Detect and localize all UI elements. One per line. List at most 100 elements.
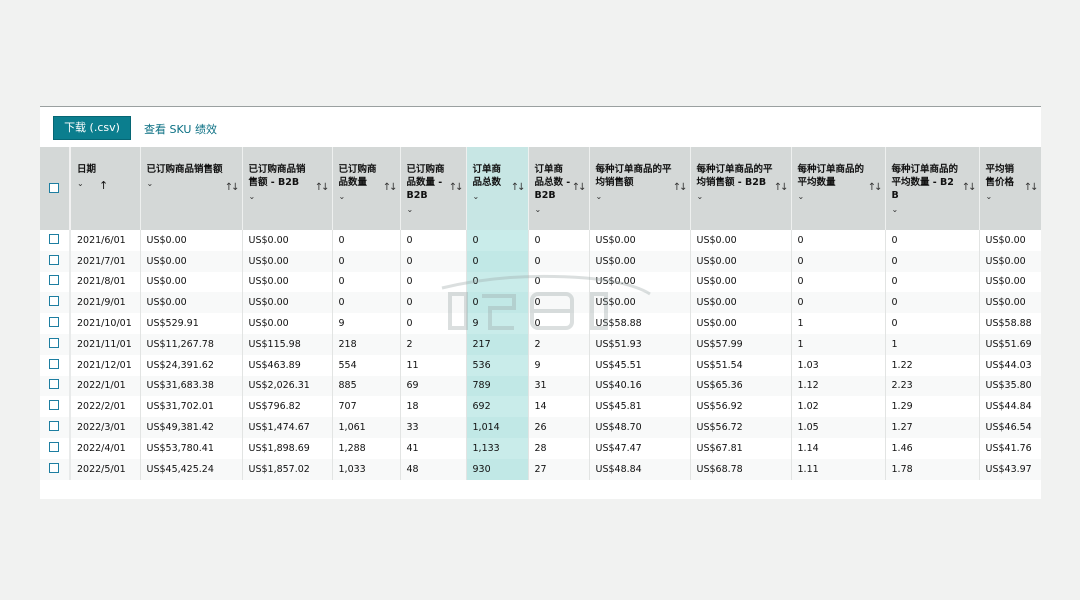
table-cell: 0 <box>791 271 886 293</box>
table-cell: US$0.00 <box>690 271 792 293</box>
table-cell: 2021/8/01 <box>69 271 141 293</box>
row-checkbox[interactable] <box>49 462 59 473</box>
column-header-avg-sales-per-order-item-b2b[interactable]: 每种订单商品的平均销售额 - B2B ⌄ ↑↓ <box>690 147 792 230</box>
table-cell: 0 <box>400 250 467 272</box>
view-sku-performance-link[interactable]: 查看 SKU 绩效 <box>144 123 217 136</box>
table-row[interactable]: 2021/7/01 US$0.00 US$0.00 0 0 0 0 US$0.00 US$0.0… <box>40 250 1041 272</box>
sort-ascending-icon[interactable]: ↑ <box>99 179 109 192</box>
sort-toggle-icon[interactable]: ↑↓ <box>867 182 883 193</box>
table-cell: 1,033 <box>332 458 401 480</box>
row-checkbox[interactable] <box>49 275 59 286</box>
table-row[interactable]: 2022/1/01 US$31,683.38 US$2,026.31 885 69 789… <box>40 375 1041 397</box>
row-checkbox[interactable] <box>49 400 59 411</box>
column-header-label: 日期 <box>77 164 97 175</box>
table-cell: 707 <box>332 396 401 418</box>
table-row[interactable]: 2022/5/01 US$45,425.24 US$1,857.02 1,033 48 9… <box>40 458 1041 480</box>
row-checkbox[interactable] <box>49 254 59 265</box>
table-cell: US$0.00 <box>140 271 243 293</box>
chevron-down-icon[interactable]: ⌄ <box>891 205 899 214</box>
table-cell: 1.78 <box>885 458 980 480</box>
table-cell: 2021/9/01 <box>69 292 141 314</box>
table-row[interactable]: 2021/8/01 US$0.00 US$0.00 0 0 0 0 US$0.00 US$0.0… <box>40 271 1041 293</box>
column-header-ordered-units[interactable]: 已订购商品数量 ⌄ ↑↓ <box>332 147 401 230</box>
table-cell: 2021/12/01 <box>69 354 141 376</box>
table-cell: US$0.00 <box>589 250 691 272</box>
table-cell: 31 <box>528 375 590 397</box>
column-header-ordered-sales-b2b[interactable]: 已订购商品销售额 - B2B ⌄ ↑↓ <box>242 147 333 230</box>
column-header-date[interactable]: 日期 ⌄ ↑ <box>69 147 141 230</box>
table-row[interactable]: 2021/6/01 US$0.00 US$0.00 0 0 0 0 US$0.00 US$0.0… <box>40 230 1041 251</box>
row-checkbox[interactable] <box>49 233 59 244</box>
table-row[interactable]: 2022/2/01 US$31,702.01 US$796.82 707 18 692 14… <box>40 396 1041 418</box>
column-header-ordered-units-b2b[interactable]: 已订购商品数量 - B2B ⌄ ↑↓ <box>400 147 467 230</box>
sort-toggle-icon[interactable]: ↑↓ <box>961 182 977 193</box>
row-checkbox[interactable] <box>49 441 59 452</box>
table-cell: 0 <box>332 271 401 293</box>
chevron-down-icon[interactable]: ⌄ <box>77 179 84 188</box>
chevron-down-icon[interactable]: ⌄ <box>472 192 480 201</box>
table-row[interactable]: 2022/4/01 US$53,780.41 US$1,898.69 1,288 41 1… <box>40 437 1041 459</box>
sort-toggle-icon[interactable]: ↑↓ <box>773 182 789 193</box>
chevron-down-icon[interactable]: ⌄ <box>248 192 256 201</box>
sort-toggle-icon[interactable]: ↑↓ <box>672 182 688 193</box>
row-checkbox[interactable] <box>49 317 59 328</box>
chevron-down-icon[interactable]: ⌄ <box>595 192 603 201</box>
table-cell: US$0.00 <box>979 230 1041 251</box>
row-checkbox[interactable] <box>49 358 59 369</box>
table-cell: 69 <box>400 375 467 397</box>
table-cell: US$45,425.24 <box>140 458 243 480</box>
download-csv-button[interactable]: 下载 (.csv) <box>53 116 131 140</box>
row-checkbox[interactable] <box>49 421 59 432</box>
row-checkbox-cell <box>40 396 70 418</box>
chevron-down-icon[interactable]: ⌄ <box>534 205 542 214</box>
table-cell: 1.14 <box>791 437 886 459</box>
table-cell: 0 <box>528 230 590 251</box>
column-header-avg-sales-per-order-item[interactable]: 每种订单商品的平均销售额 ⌄ ↑↓ <box>589 147 691 230</box>
column-header-avg-units-per-order-item[interactable]: 每种订单商品的平均数量 ⌄ ↑↓ <box>791 147 886 230</box>
table-cell: US$1,898.69 <box>242 437 333 459</box>
table-row[interactable]: 2021/11/01 US$11,267.78 US$115.98 218 2 217 2 U… <box>40 333 1041 355</box>
table-row[interactable]: 2021/12/01 US$24,391.62 US$463.89 554 11 536 9… <box>40 354 1041 376</box>
row-checkbox[interactable] <box>49 296 59 307</box>
column-header-avg-selling-price[interactable]: 平均销售价格 ⌄ ↑↓ <box>979 147 1041 230</box>
table-cell: US$45.51 <box>589 354 691 376</box>
sort-toggle-icon[interactable]: ↑↓ <box>314 182 330 193</box>
chevron-down-icon[interactable]: ⌄ <box>985 192 993 201</box>
table-cell: US$44.03 <box>979 354 1041 376</box>
select-all-checkbox[interactable] <box>49 183 59 193</box>
column-header-total-order-items[interactable]: 订单商品总数 ⌄ ↑↓ <box>466 147 529 230</box>
sort-toggle-icon[interactable]: ↑↓ <box>448 182 464 193</box>
table-row[interactable]: 2022/3/01 US$49,381.42 US$1,474.67 1,061 33 1… <box>40 417 1041 438</box>
chevron-down-icon[interactable]: ⌄ <box>338 192 346 201</box>
table-cell: 2021/6/01 <box>69 230 141 251</box>
chevron-down-icon[interactable]: ⌄ <box>146 179 154 188</box>
column-header-ordered-sales[interactable]: 已订购商品销售额 ⌄ ↑↓ <box>140 147 243 230</box>
table-cell: US$0.00 <box>690 292 792 314</box>
table-cell: 2 <box>400 333 467 355</box>
table-cell: 0 <box>791 250 886 272</box>
column-header-label: 已订购商品数量 <box>338 164 377 188</box>
sort-toggle-icon[interactable]: ↑↓ <box>224 182 240 193</box>
sort-toggle-icon[interactable]: ↑↓ <box>571 182 587 193</box>
chevron-down-icon[interactable]: ⌄ <box>696 192 704 201</box>
table-row[interactable]: 2021/9/01 US$0.00 US$0.00 0 0 0 0 US$0.00 US$0.0… <box>40 292 1041 314</box>
table-cell: 18 <box>400 396 467 418</box>
table-row[interactable]: 2021/10/01 US$529.91 US$0.00 9 0 9 0 US$58.88 US… <box>40 313 1041 334</box>
row-checkbox[interactable] <box>49 337 59 348</box>
sort-toggle-icon[interactable]: ↑↓ <box>382 182 398 193</box>
sort-toggle-icon[interactable]: ↑↓ <box>510 182 526 193</box>
table-cell: US$51.54 <box>690 354 792 376</box>
row-checkbox[interactable] <box>49 379 59 390</box>
sort-toggle-icon[interactable]: ↑↓ <box>1023 182 1039 193</box>
table-cell: 0 <box>885 292 980 314</box>
chevron-down-icon[interactable]: ⌄ <box>797 192 805 201</box>
column-header-avg-units-per-order-item-b2b[interactable]: 每种订单商品的平均数量 - B2B ⌄ ↑↓ <box>885 147 980 230</box>
table-cell: 1.11 <box>791 458 886 480</box>
table-cell: 2 <box>528 333 590 355</box>
sales-data-table: 日期 ⌄ ↑ 已订购商品销售额 ⌄ ↑↓ 已订购商品销售额 - B2B ⌄ ↑↓… <box>40 147 1041 480</box>
table-cell: US$1,474.67 <box>242 417 333 438</box>
column-header-total-order-items-b2b[interactable]: 订单商品总数 - B2B ⌄ ↑↓ <box>528 147 590 230</box>
table-cell: 0 <box>466 250 529 272</box>
table-cell: 2021/11/01 <box>69 333 141 355</box>
chevron-down-icon[interactable]: ⌄ <box>406 205 414 214</box>
